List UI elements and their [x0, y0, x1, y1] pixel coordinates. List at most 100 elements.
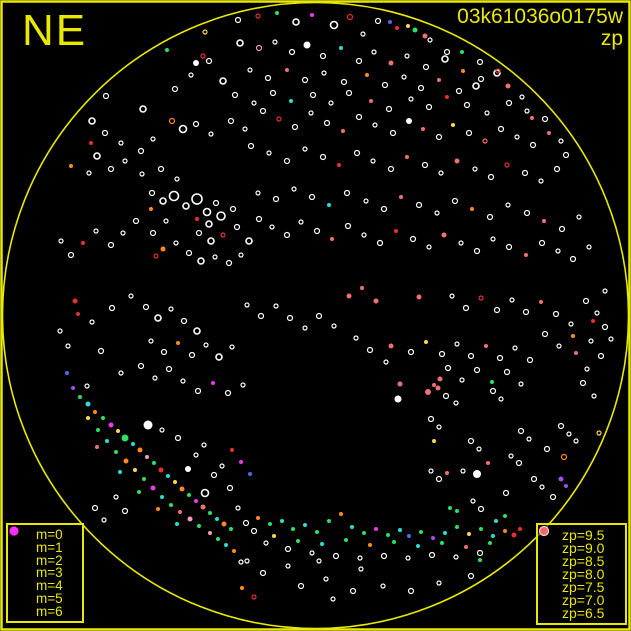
star-point [584, 366, 590, 372]
star-point [441, 55, 449, 63]
star-point [289, 99, 293, 103]
star-point [477, 75, 485, 83]
zeropoint-legend: zp=9.5 zp=9.0 zp=8.5 zp=8.0 zp=7.5 zp=7.0 zp=6… [536, 523, 627, 625]
star-point [558, 138, 564, 144]
star-point [166, 474, 170, 478]
star-point [341, 129, 345, 133]
star-point [212, 199, 220, 207]
star-point [495, 68, 501, 74]
star-point [330, 237, 334, 241]
star-point [108, 422, 114, 428]
star-point [200, 488, 210, 498]
star-point [180, 317, 188, 325]
star-point [374, 527, 378, 531]
star-point [152, 461, 156, 465]
star-point [386, 533, 390, 537]
star-point [451, 123, 455, 127]
star-point [526, 356, 534, 364]
star-point [97, 347, 105, 355]
star-point [419, 530, 423, 534]
star-point [381, 81, 389, 89]
star-point [159, 197, 167, 205]
star-point [259, 569, 267, 577]
star-point [142, 477, 146, 481]
star-point [229, 205, 237, 213]
star-point [371, 49, 377, 55]
star-point [205, 220, 213, 228]
star-point [95, 445, 99, 449]
star-point [437, 78, 441, 82]
star-point [514, 134, 520, 140]
star-point [365, 73, 369, 77]
star-point [275, 11, 279, 15]
star-point [361, 232, 367, 238]
star-point [487, 173, 495, 181]
star-point [479, 527, 483, 531]
star-point [412, 27, 418, 33]
star-point [231, 91, 239, 99]
star-point [283, 231, 291, 239]
star-point [291, 186, 297, 192]
star-point [298, 219, 304, 225]
star-point [160, 495, 164, 499]
star-point [524, 108, 530, 114]
star-point [473, 366, 481, 374]
star-point [158, 467, 164, 473]
star-point [401, 74, 407, 80]
star-point [313, 227, 321, 235]
star-point [210, 471, 218, 479]
star-point [441, 232, 447, 238]
star-point [486, 461, 490, 465]
star-point [137, 362, 145, 370]
star-point [434, 210, 440, 216]
star-point [596, 430, 602, 436]
plot-title: 03k61036o0175w [457, 5, 623, 28]
star-point [509, 297, 515, 303]
star-point [355, 113, 363, 121]
star-point [173, 240, 179, 246]
star-point [445, 95, 449, 99]
star-point [461, 69, 465, 73]
star-point [216, 211, 226, 221]
star-point [174, 176, 180, 182]
star-point [323, 119, 331, 127]
legend-row: m=5 [10, 529, 80, 606]
star-point [515, 459, 523, 467]
star-point [591, 319, 595, 323]
star-point [512, 345, 518, 351]
star-point [191, 193, 203, 205]
star-point [160, 246, 166, 252]
star-point [57, 328, 63, 334]
star-point [297, 582, 305, 590]
star-point [197, 257, 205, 265]
star-point [415, 201, 423, 209]
star-point [152, 375, 158, 381]
star-point [257, 312, 265, 320]
star-point [478, 558, 482, 562]
star-point [476, 58, 484, 66]
star-point [346, 293, 352, 299]
star-point [272, 534, 276, 538]
star-point [542, 219, 546, 223]
star-point [541, 115, 549, 123]
star-point [482, 138, 488, 144]
star-point [197, 524, 201, 528]
star-point [216, 537, 220, 541]
star-point [266, 150, 272, 156]
star-point [212, 254, 218, 260]
plot-subtitle: zp [600, 27, 623, 50]
star-point [368, 543, 372, 547]
star-point [193, 452, 199, 458]
star-point [242, 519, 250, 527]
star-point [113, 494, 119, 500]
star-point [438, 350, 446, 358]
star-point [269, 89, 277, 97]
star-point [406, 24, 410, 28]
star-point [240, 586, 244, 590]
legend-label: m=3 [36, 565, 63, 581]
star-point [149, 207, 153, 211]
star-point [319, 153, 327, 161]
star-point [460, 50, 464, 54]
star-point [225, 259, 233, 267]
